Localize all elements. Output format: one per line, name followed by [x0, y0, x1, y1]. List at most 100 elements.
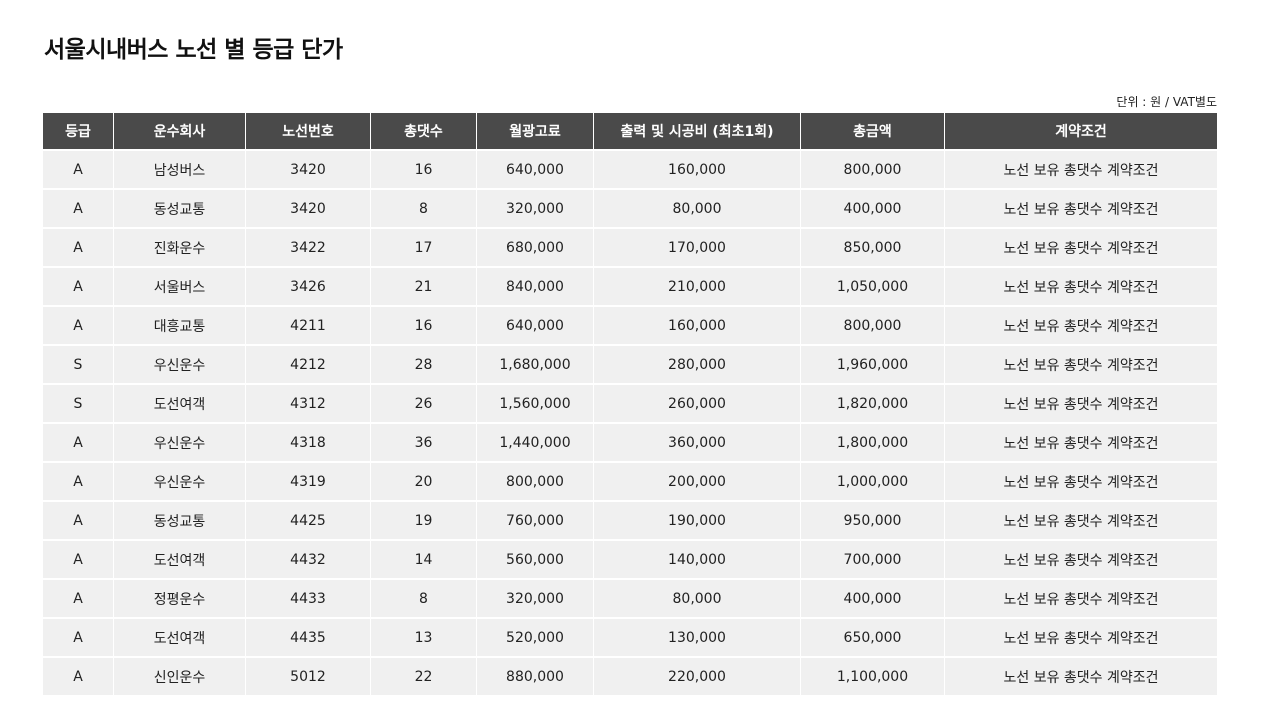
cell-grade: A	[43, 541, 114, 580]
cell-grade: S	[43, 346, 114, 385]
cell-grade: A	[43, 619, 114, 658]
table-header-row: 등급 운수회사 노선번호 총댓수 월광고료 출력 및 시공비 (최초1회) 총금…	[43, 113, 1217, 151]
cell-contract-terms: 노선 보유 총댓수 계약조건	[945, 268, 1217, 307]
cell-total-amount: 650,000	[801, 619, 945, 658]
cell-grade: A	[43, 502, 114, 541]
cell-monthly-fee: 840,000	[477, 268, 594, 307]
cell-monthly-fee: 880,000	[477, 658, 594, 695]
cell-bus-count: 16	[371, 151, 477, 190]
cell-company: 신인운수	[114, 658, 246, 695]
cell-total-amount: 800,000	[801, 307, 945, 346]
cell-print-install-fee: 170,000	[594, 229, 801, 268]
table-row: A 남성버스 3420 16 640,000 160,000 800,000 노선 보유 총댓…	[43, 151, 1217, 190]
cell-route-number: 4435	[246, 619, 371, 658]
table-row: A 동성교통 4425 19 760,000 190,000 950,000 노선 보유 총댓…	[43, 502, 1217, 541]
header-contract-terms: 계약조건	[945, 113, 1217, 151]
cell-route-number: 4432	[246, 541, 371, 580]
cell-bus-count: 17	[371, 229, 477, 268]
cell-route-number: 3420	[246, 190, 371, 229]
cell-bus-count: 8	[371, 580, 477, 619]
page-title: 서울시내버스 노선 별 등급 단가	[44, 37, 343, 63]
cell-company: 우신운수	[114, 346, 246, 385]
cell-contract-terms: 노선 보유 총댓수 계약조건	[945, 151, 1217, 190]
cell-company: 정평운수	[114, 580, 246, 619]
cell-company: 도선여객	[114, 619, 246, 658]
cell-total-amount: 1,000,000	[801, 463, 945, 502]
cell-monthly-fee: 320,000	[477, 190, 594, 229]
cell-print-install-fee: 210,000	[594, 268, 801, 307]
cell-monthly-fee: 680,000	[477, 229, 594, 268]
cell-print-install-fee: 220,000	[594, 658, 801, 695]
cell-contract-terms: 노선 보유 총댓수 계약조건	[945, 229, 1217, 268]
cell-monthly-fee: 560,000	[477, 541, 594, 580]
cell-monthly-fee: 1,440,000	[477, 424, 594, 463]
cell-contract-terms: 노선 보유 총댓수 계약조건	[945, 619, 1217, 658]
cell-monthly-fee: 520,000	[477, 619, 594, 658]
cell-grade: A	[43, 151, 114, 190]
header-monthly-fee: 월광고료	[477, 113, 594, 151]
cell-company: 진화운수	[114, 229, 246, 268]
cell-print-install-fee: 190,000	[594, 502, 801, 541]
cell-contract-terms: 노선 보유 총댓수 계약조건	[945, 190, 1217, 229]
header-grade: 등급	[43, 113, 114, 151]
table-body: A 남성버스 3420 16 640,000 160,000 800,000 노선 보유 총댓…	[43, 151, 1217, 695]
cell-total-amount: 1,960,000	[801, 346, 945, 385]
cell-total-amount: 800,000	[801, 151, 945, 190]
table-row: A 진화운수 3422 17 680,000 170,000 850,000 노선 보유 총댓…	[43, 229, 1217, 268]
cell-contract-terms: 노선 보유 총댓수 계약조건	[945, 385, 1217, 424]
cell-print-install-fee: 160,000	[594, 307, 801, 346]
cell-route-number: 3422	[246, 229, 371, 268]
cell-monthly-fee: 800,000	[477, 463, 594, 502]
cell-total-amount: 400,000	[801, 190, 945, 229]
cell-grade: A	[43, 268, 114, 307]
header-print-install-fee: 출력 및 시공비 (최초1회)	[594, 113, 801, 151]
table-row: A 도선여객 4432 14 560,000 140,000 700,000 노선 보유 총댓…	[43, 541, 1217, 580]
cell-contract-terms: 노선 보유 총댓수 계약조건	[945, 541, 1217, 580]
cell-print-install-fee: 360,000	[594, 424, 801, 463]
cell-company: 도선여객	[114, 541, 246, 580]
cell-total-amount: 950,000	[801, 502, 945, 541]
table-row: A 우신운수 4319 20 800,000 200,000 1,000,000 노선 보유 …	[43, 463, 1217, 502]
cell-company: 남성버스	[114, 151, 246, 190]
cell-print-install-fee: 280,000	[594, 346, 801, 385]
cell-contract-terms: 노선 보유 총댓수 계약조건	[945, 502, 1217, 541]
cell-total-amount: 1,820,000	[801, 385, 945, 424]
cell-total-amount: 400,000	[801, 580, 945, 619]
cell-bus-count: 8	[371, 190, 477, 229]
cell-grade: A	[43, 424, 114, 463]
cell-monthly-fee: 640,000	[477, 151, 594, 190]
cell-route-number: 3420	[246, 151, 371, 190]
table-row: A 서울버스 3426 21 840,000 210,000 1,050,000 노선 보유 …	[43, 268, 1217, 307]
cell-bus-count: 19	[371, 502, 477, 541]
cell-grade: A	[43, 463, 114, 502]
header-company: 운수회사	[114, 113, 246, 151]
cell-print-install-fee: 130,000	[594, 619, 801, 658]
cell-monthly-fee: 760,000	[477, 502, 594, 541]
cell-print-install-fee: 140,000	[594, 541, 801, 580]
cell-company: 대흥교통	[114, 307, 246, 346]
table-row: A 도선여객 4435 13 520,000 130,000 650,000 노선 보유 총댓…	[43, 619, 1217, 658]
cell-company: 우신운수	[114, 463, 246, 502]
table-row: A 정평운수 4433 8 320,000 80,000 400,000 노선 보유 총댓수 …	[43, 580, 1217, 619]
cell-contract-terms: 노선 보유 총댓수 계약조건	[945, 424, 1217, 463]
cell-route-number: 4433	[246, 580, 371, 619]
cell-grade: A	[43, 229, 114, 268]
table-row: A 신인운수 5012 22 880,000 220,000 1,100,000 노선 보유 …	[43, 658, 1217, 695]
cell-route-number: 4312	[246, 385, 371, 424]
cell-monthly-fee: 1,680,000	[477, 346, 594, 385]
cell-print-install-fee: 160,000	[594, 151, 801, 190]
cell-contract-terms: 노선 보유 총댓수 계약조건	[945, 307, 1217, 346]
header-route-number: 노선번호	[246, 113, 371, 151]
cell-total-amount: 1,050,000	[801, 268, 945, 307]
cell-monthly-fee: 640,000	[477, 307, 594, 346]
cell-bus-count: 36	[371, 424, 477, 463]
header-total-amount: 총금액	[801, 113, 945, 151]
cell-total-amount: 700,000	[801, 541, 945, 580]
cell-bus-count: 26	[371, 385, 477, 424]
table-row: S 도선여객 4312 26 1,560,000 260,000 1,820,000 노선 보…	[43, 385, 1217, 424]
cell-total-amount: 1,800,000	[801, 424, 945, 463]
cell-company: 우신운수	[114, 424, 246, 463]
cell-grade: A	[43, 190, 114, 229]
cell-monthly-fee: 1,560,000	[477, 385, 594, 424]
cell-bus-count: 14	[371, 541, 477, 580]
